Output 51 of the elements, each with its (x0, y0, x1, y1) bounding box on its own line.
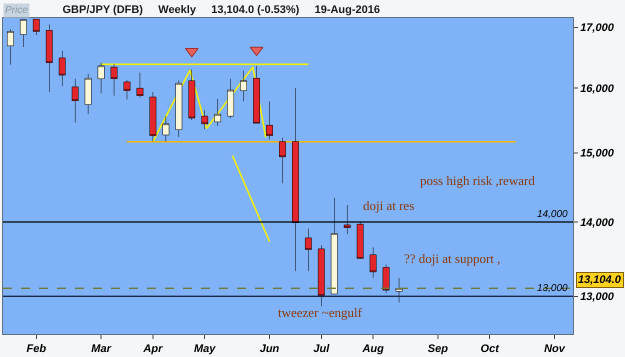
candlestick (136, 72, 144, 98)
candlestick (240, 70, 248, 102)
candlestick (188, 69, 196, 120)
candlestick (98, 62, 105, 94)
x-tick-label: May (194, 343, 216, 356)
annotation: ?? doji at support , (404, 251, 500, 266)
candlestick (175, 80, 182, 138)
candlestick (266, 101, 273, 140)
y-tick-label: 17,000 (580, 22, 615, 34)
candlestick (382, 264, 390, 294)
candlestick (370, 247, 377, 278)
candlestick (46, 24, 53, 92)
y-tick-label: 13,000 (580, 291, 615, 304)
annotation: doji at res (363, 198, 414, 213)
y-tick-label: 15,000 (580, 148, 615, 160)
candlestick (396, 278, 402, 303)
x-tick-label: Feb (26, 343, 46, 356)
candlestick (149, 92, 156, 142)
ref-line-label: 13,104.0 (578, 274, 622, 286)
candlestick (318, 244, 325, 307)
candlestick (201, 110, 208, 130)
y-tick-label: 14,000 (580, 216, 615, 229)
candlestick (72, 78, 79, 123)
x-tick-label: Sep (428, 343, 448, 356)
candlestick (110, 64, 118, 96)
chart-title: GBP/JPY (DFB) Weekly 13,104.0 (-0.53%) 19-Aug-2016 (62, 4, 380, 16)
candlestick (6, 28, 14, 65)
x-tick-label: Nov (544, 343, 566, 356)
annotation: poss high risk ,reward (420, 173, 536, 188)
ref-line-label: 14,000 (537, 209, 568, 220)
candlestick (162, 116, 170, 142)
candlestick (20, 20, 27, 48)
candlestick (253, 66, 260, 124)
candlestick (32, 18, 40, 36)
x-tick-label: Oct (480, 343, 500, 356)
candlestick (84, 74, 92, 114)
x-tick-label: Apr (142, 343, 164, 356)
candlestick (227, 78, 234, 118)
x-tick-label: Jun (260, 343, 280, 356)
x-tick-label: Mar (91, 343, 112, 356)
candlestick (214, 98, 222, 126)
x-tick-label: Aug (361, 343, 384, 356)
ref-line-label: 13,000 (537, 283, 568, 294)
candlestick (58, 50, 66, 87)
y-axis-title: Price (5, 5, 28, 16)
y-tick-label: 16,000 (580, 83, 615, 96)
candlestick (304, 228, 312, 272)
candlestick (124, 80, 130, 100)
candlestick (279, 137, 286, 184)
annotation: tweezer ~engulf (278, 305, 363, 320)
x-tick-label: Jul (313, 343, 330, 356)
